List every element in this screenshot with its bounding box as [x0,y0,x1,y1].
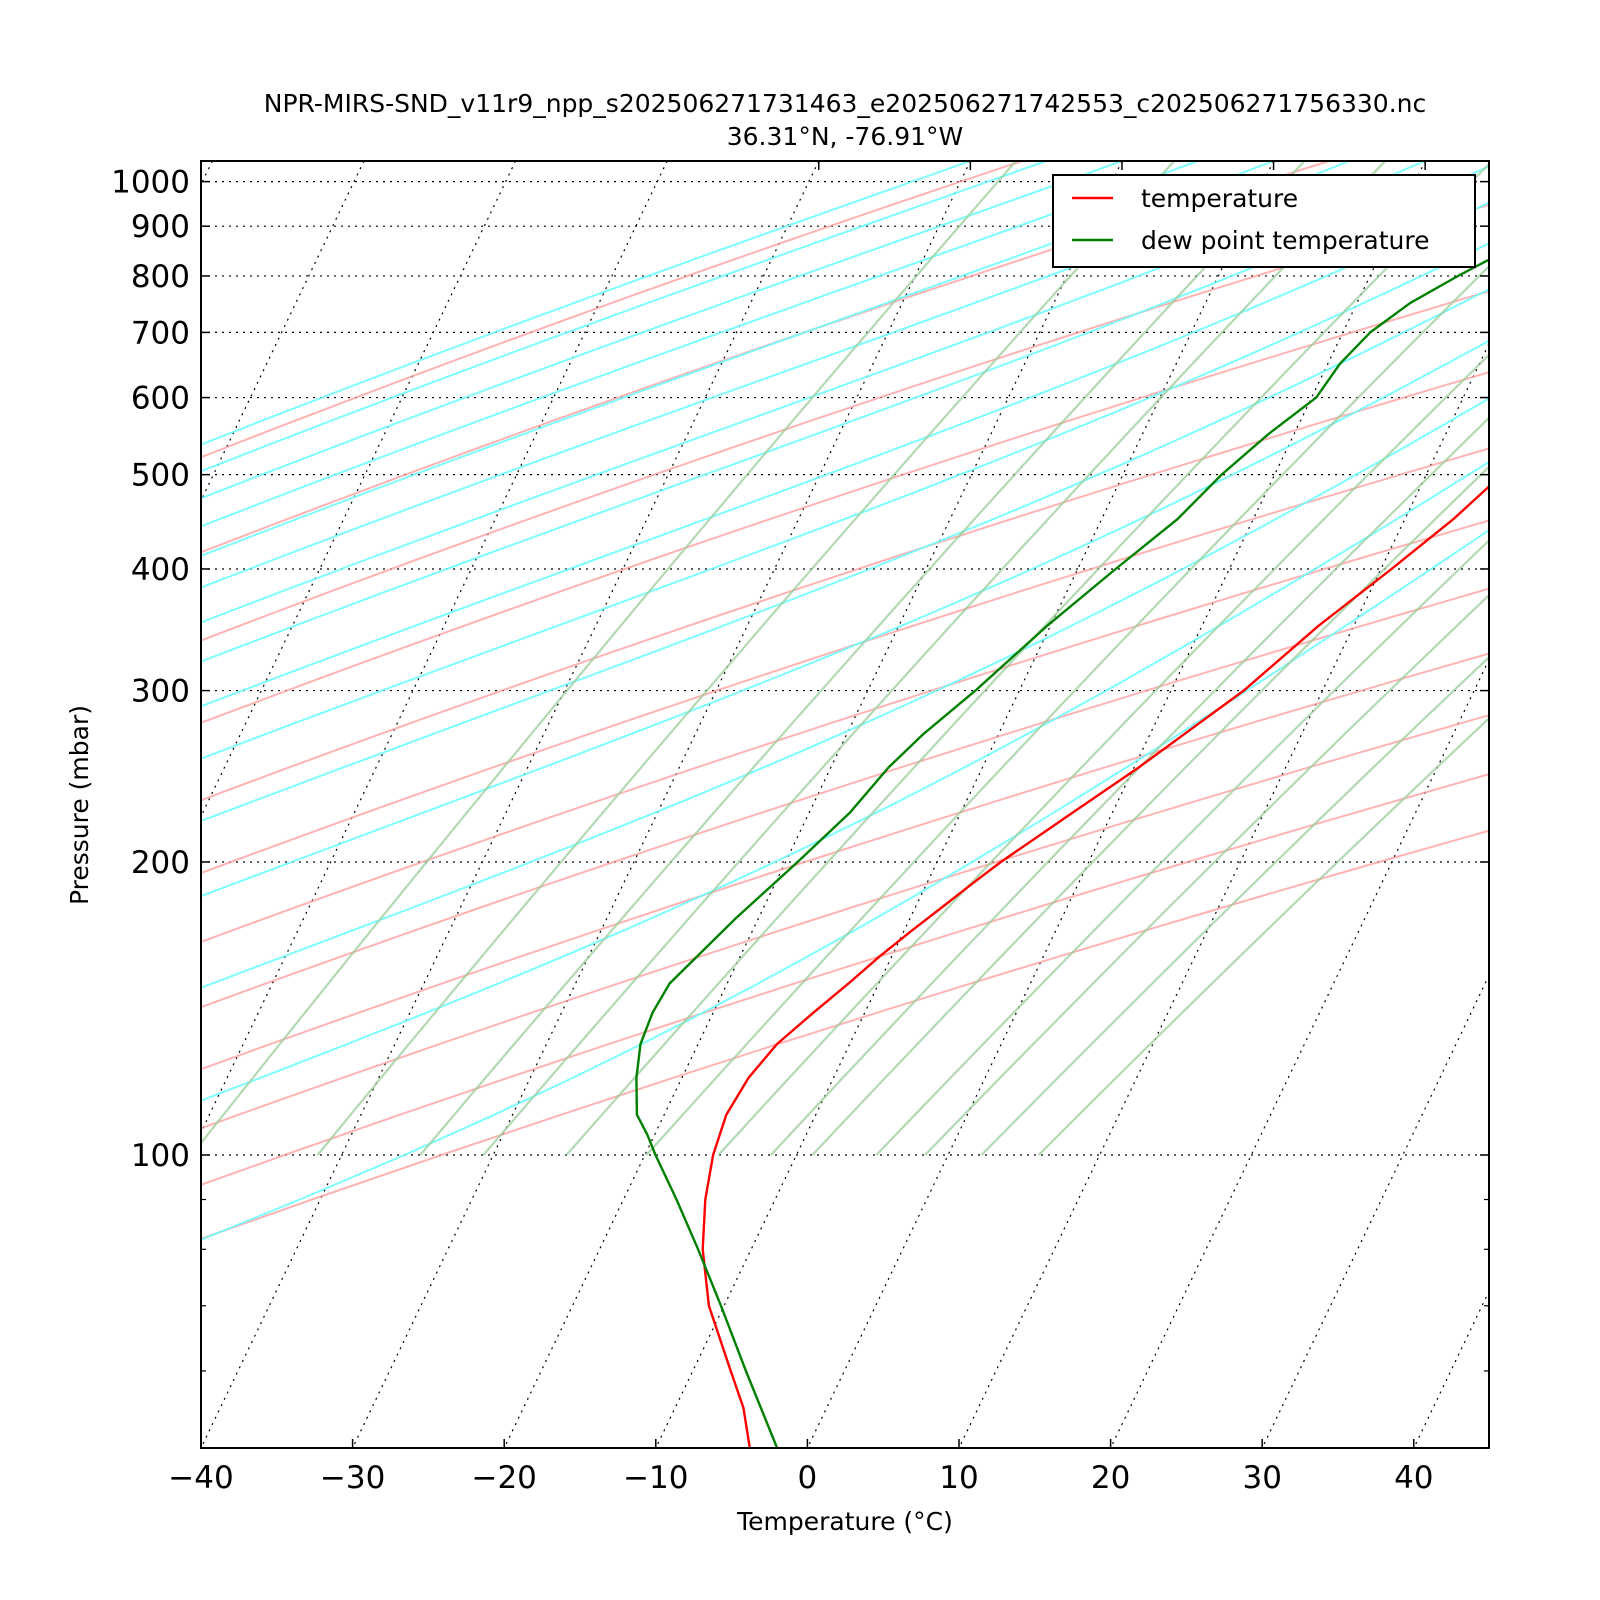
y-tick-label: 500 [131,458,190,494]
isotherm-gridline [0,161,61,1448]
isotherm-gridline [1413,1289,1489,1448]
y-tick-label: 700 [131,315,190,351]
dry-adiabat-line [201,587,1489,1009]
moist-adiabat-line [201,528,1489,1241]
plot-frame [200,160,1490,1449]
dry-adiabat-line [201,161,1330,554]
mixing-ratio-line [924,593,1489,1156]
y-tick-label: 1000 [111,165,190,201]
y-tick-label: 200 [131,845,190,881]
moist-adiabat-line [201,165,1489,663]
x-axis-label: Temperature (°C) [736,1507,953,1536]
x-tick-label: 40 [1394,1460,1433,1496]
x-axis-ticks: −40 −30 −20 −10 0 10 20 30 40 [168,161,1434,1496]
y-axis-label: Pressure (mbar) [65,705,94,905]
isotherm-gridline [201,161,668,1134]
x-tick-label: −10 [623,1460,688,1496]
mixing-ratio-line [811,465,1489,1156]
x-tick-label: 0 [798,1460,818,1496]
x-tick-label: −30 [320,1460,385,1496]
moist-adiabat-line [201,397,1489,989]
y-tick-label: 900 [131,209,190,245]
y-axis-ticks: 100 200 300 400 500 600 700 800 900 1000 [111,165,1489,1449]
x-tick-label: 30 [1242,1460,1281,1496]
moist-adiabat-line [201,161,1199,528]
legend-label-temperature: temperature [1141,184,1298,213]
isotherm-gridline [1261,974,1489,1448]
mixing-ratio-line [980,655,1489,1156]
moist-adiabat-line [201,460,1489,1102]
dry-adiabat-line [201,652,1489,1071]
isotherm-gridline [201,161,365,502]
moist-adiabat-line [201,242,1489,760]
dry-adiabat-line [201,371,1489,802]
legend: temperature dew point temperature [1052,174,1476,268]
profile-series [635,258,1489,1448]
moist-adiabat-line [201,201,1489,708]
isotherm-gridline [958,342,1489,1448]
dew-point-series-line [635,258,1489,1448]
mixing-ratio-line [645,264,1489,1156]
legend-label-dew-point: dew point temperature [1141,226,1430,255]
mixing-ratio-line [770,416,1489,1156]
y-tick-label: 300 [131,674,190,710]
chart-title: NPR-MIRS-SND_v11r9_npp_s202506271731463_… [264,89,1427,118]
gridlines [0,161,1600,1448]
chart-subtitle: 36.31°N, -76.91°W [727,122,963,151]
moist-adiabat-line [201,288,1489,823]
dry-adiabat-line [201,519,1489,943]
moist-adiabat-line [201,339,1489,898]
dry-adiabat-line [201,773,1489,1186]
mixing-ratio-line [201,161,1017,1145]
dry-adiabat-line [201,714,1489,1130]
isotherm-gridline [1565,161,1600,1448]
dry-adiabat-line [201,447,1489,875]
mixing-ratio-line [482,161,1387,1156]
x-tick-label: −20 [471,1460,536,1496]
mixing-ratio-lines [201,161,1489,1156]
y-tick-label: 600 [131,381,190,417]
y-tick-label: 400 [131,552,190,588]
isotherm-gridline [201,161,213,187]
temperature-series-line [701,484,1489,1448]
dry-adiabat-line [201,161,1023,459]
isotherm-gridline [806,161,1426,1448]
mixing-ratio-line [1037,716,1489,1156]
x-tick-label: 20 [1091,1460,1130,1496]
moist-adiabat-line [201,161,1123,500]
y-tick-label: 800 [131,259,190,295]
mixing-ratio-line [875,538,1489,1156]
mixing-ratio-line [717,353,1489,1156]
x-tick-label: 10 [939,1460,978,1496]
moist-adiabat-line [201,161,971,446]
dry-adiabat-line [201,290,1489,724]
plot-area [0,161,1600,1448]
x-tick-label: −40 [168,1460,233,1496]
moist-adiabat-line [201,161,1047,473]
y-tick-label: 100 [131,1138,190,1174]
moist-adiabats [201,161,1489,1241]
legend-box [1052,174,1476,268]
